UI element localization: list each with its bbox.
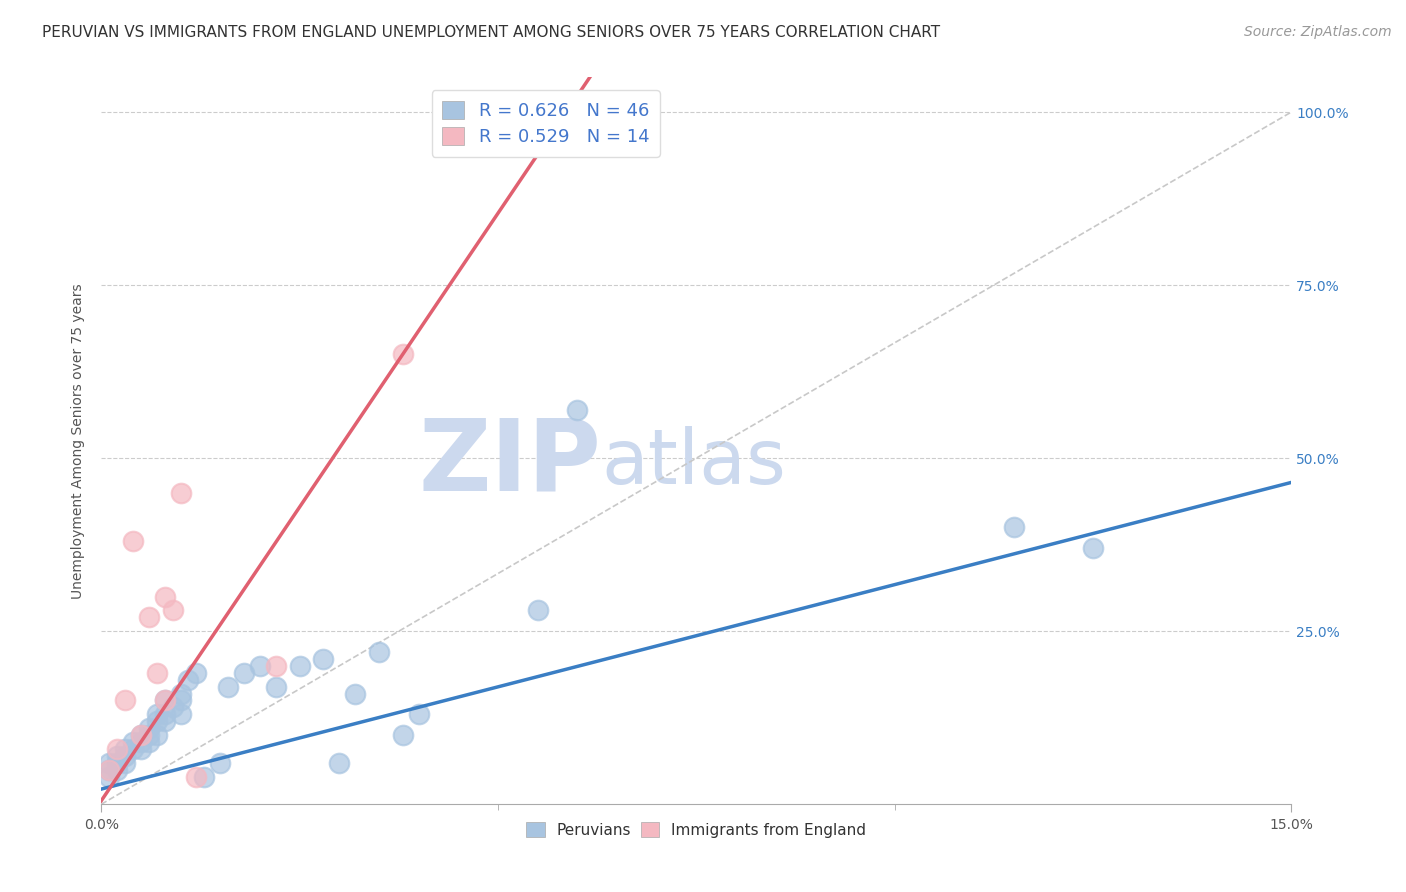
Point: [105, 742, 128, 756]
Point: [209, 756, 232, 770]
Point: [153, 590, 176, 604]
Point: [145, 665, 167, 680]
Point: [98, 763, 121, 777]
Point: [162, 603, 184, 617]
Point: [129, 742, 152, 756]
Point: [145, 714, 167, 729]
Text: Source: ZipAtlas.com: Source: ZipAtlas.com: [1244, 25, 1392, 39]
Point: [129, 728, 152, 742]
Point: [105, 748, 128, 763]
Point: [129, 735, 152, 749]
Point: [1081, 541, 1104, 556]
Point: [217, 680, 239, 694]
Point: [186, 665, 208, 680]
Point: [122, 742, 145, 756]
Point: [162, 700, 184, 714]
Text: ZIP: ZIP: [418, 414, 600, 511]
Point: [526, 603, 548, 617]
Point: [145, 728, 167, 742]
Point: [114, 748, 136, 763]
Point: [98, 756, 121, 770]
Point: [138, 610, 160, 624]
Point: [367, 645, 389, 659]
Point: [98, 770, 121, 784]
Point: [177, 673, 200, 687]
Legend: Peruvians, Immigrants from England: Peruvians, Immigrants from England: [520, 815, 872, 844]
Point: [153, 693, 176, 707]
Point: [233, 665, 256, 680]
Point: [153, 693, 176, 707]
Text: PERUVIAN VS IMMIGRANTS FROM ENGLAND UNEMPLOYMENT AMONG SENIORS OVER 75 YEARS COR: PERUVIAN VS IMMIGRANTS FROM ENGLAND UNEM…: [42, 25, 941, 40]
Point: [138, 721, 160, 735]
Point: [138, 728, 160, 742]
Point: [145, 707, 167, 722]
Point: [264, 658, 287, 673]
Point: [169, 707, 191, 722]
Point: [186, 770, 208, 784]
Point: [138, 735, 160, 749]
Point: [1002, 520, 1025, 534]
Point: [264, 680, 287, 694]
Point: [567, 402, 589, 417]
Point: [391, 728, 413, 742]
Point: [98, 763, 121, 777]
Point: [408, 707, 430, 722]
Point: [391, 347, 413, 361]
Point: [193, 770, 215, 784]
Point: [105, 763, 128, 777]
Point: [169, 693, 191, 707]
Point: [114, 693, 136, 707]
Point: [105, 756, 128, 770]
Point: [169, 485, 191, 500]
Point: [122, 534, 145, 549]
Point: [344, 687, 367, 701]
Point: [249, 658, 271, 673]
Point: [114, 742, 136, 756]
Text: atlas: atlas: [600, 425, 786, 500]
Point: [114, 756, 136, 770]
Point: [153, 714, 176, 729]
Y-axis label: Unemployment Among Seniors over 75 years: Unemployment Among Seniors over 75 years: [72, 283, 86, 599]
Point: [312, 652, 335, 666]
Point: [169, 687, 191, 701]
Point: [122, 735, 145, 749]
Point: [129, 728, 152, 742]
Point: [153, 707, 176, 722]
Point: [328, 756, 350, 770]
Point: [288, 658, 311, 673]
